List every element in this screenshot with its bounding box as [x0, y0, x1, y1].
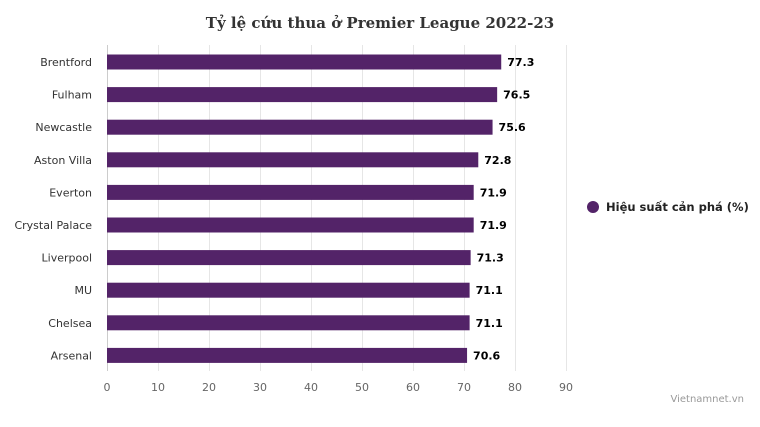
category-label: Crystal Palace [14, 219, 92, 232]
data-label: 72.8 [484, 154, 511, 167]
data-label: 70.6 [473, 349, 500, 362]
x-tick-label: 30 [253, 381, 267, 394]
bar-crystal-palace[interactable] [107, 217, 474, 233]
bar-everton[interactable] [107, 184, 474, 200]
legend-label: Hiệu suất cản phá (%) [606, 200, 749, 214]
category-label: Brentford [40, 56, 92, 69]
data-label: 71.1 [476, 317, 503, 330]
bars [107, 54, 502, 363]
data-label: 76.5 [503, 89, 530, 102]
x-tick-label: 10 [151, 381, 165, 394]
data-label: 71.1 [476, 284, 503, 297]
category-labels: Brentford Fulham Newcastle Aston Villa Evert… [14, 56, 92, 362]
category-label: Aston Villa [34, 154, 92, 167]
category-label: Liverpool [42, 252, 92, 265]
category-label: Fulham [52, 89, 92, 102]
data-label: 71.3 [477, 252, 504, 265]
bar-newcastle[interactable] [107, 119, 493, 135]
category-label: MU [74, 284, 92, 297]
bar-aston-villa[interactable] [107, 152, 479, 168]
source-credit: Vietnamnet.vn [670, 394, 744, 405]
data-label: 75.6 [499, 121, 526, 134]
category-label: Chelsea [48, 317, 92, 330]
x-tick-label: 90 [559, 381, 573, 394]
x-tick-label: 80 [508, 381, 522, 394]
category-label: Newcastle [35, 121, 92, 134]
data-label: 77.3 [507, 56, 534, 69]
x-tick-label: 40 [304, 381, 318, 394]
x-tick-label: 50 [355, 381, 369, 394]
data-labels: 77.3 76.5 75.6 72.8 71.9 71.9 71.3 71.1 71.1 70.6 [473, 56, 534, 362]
x-tick-label: 20 [202, 381, 216, 394]
data-label: 71.9 [480, 219, 507, 232]
category-label: Everton [49, 186, 92, 199]
x-tick-label: 60 [406, 381, 420, 394]
bar-mu[interactable] [107, 282, 470, 298]
bar-fulham[interactable] [107, 87, 498, 103]
bar-arsenal[interactable] [107, 347, 468, 363]
legend[interactable]: Hiệu suất cản phá (%) [587, 200, 749, 214]
chart-title: Tỷ lệ cứu thua ở Premier League 2022-23 [205, 14, 555, 32]
bar-brentford[interactable] [107, 54, 502, 70]
x-tick-label: 70 [457, 381, 471, 394]
category-label: Arsenal [51, 349, 92, 362]
x-axis-ticks: 0 10 20 30 40 50 60 70 80 90 [104, 381, 574, 394]
legend-marker [587, 201, 599, 213]
bar-liverpool[interactable] [107, 250, 471, 266]
data-label: 71.9 [480, 186, 507, 199]
bar-chelsea[interactable] [107, 315, 470, 331]
x-tick-label: 0 [104, 381, 111, 394]
